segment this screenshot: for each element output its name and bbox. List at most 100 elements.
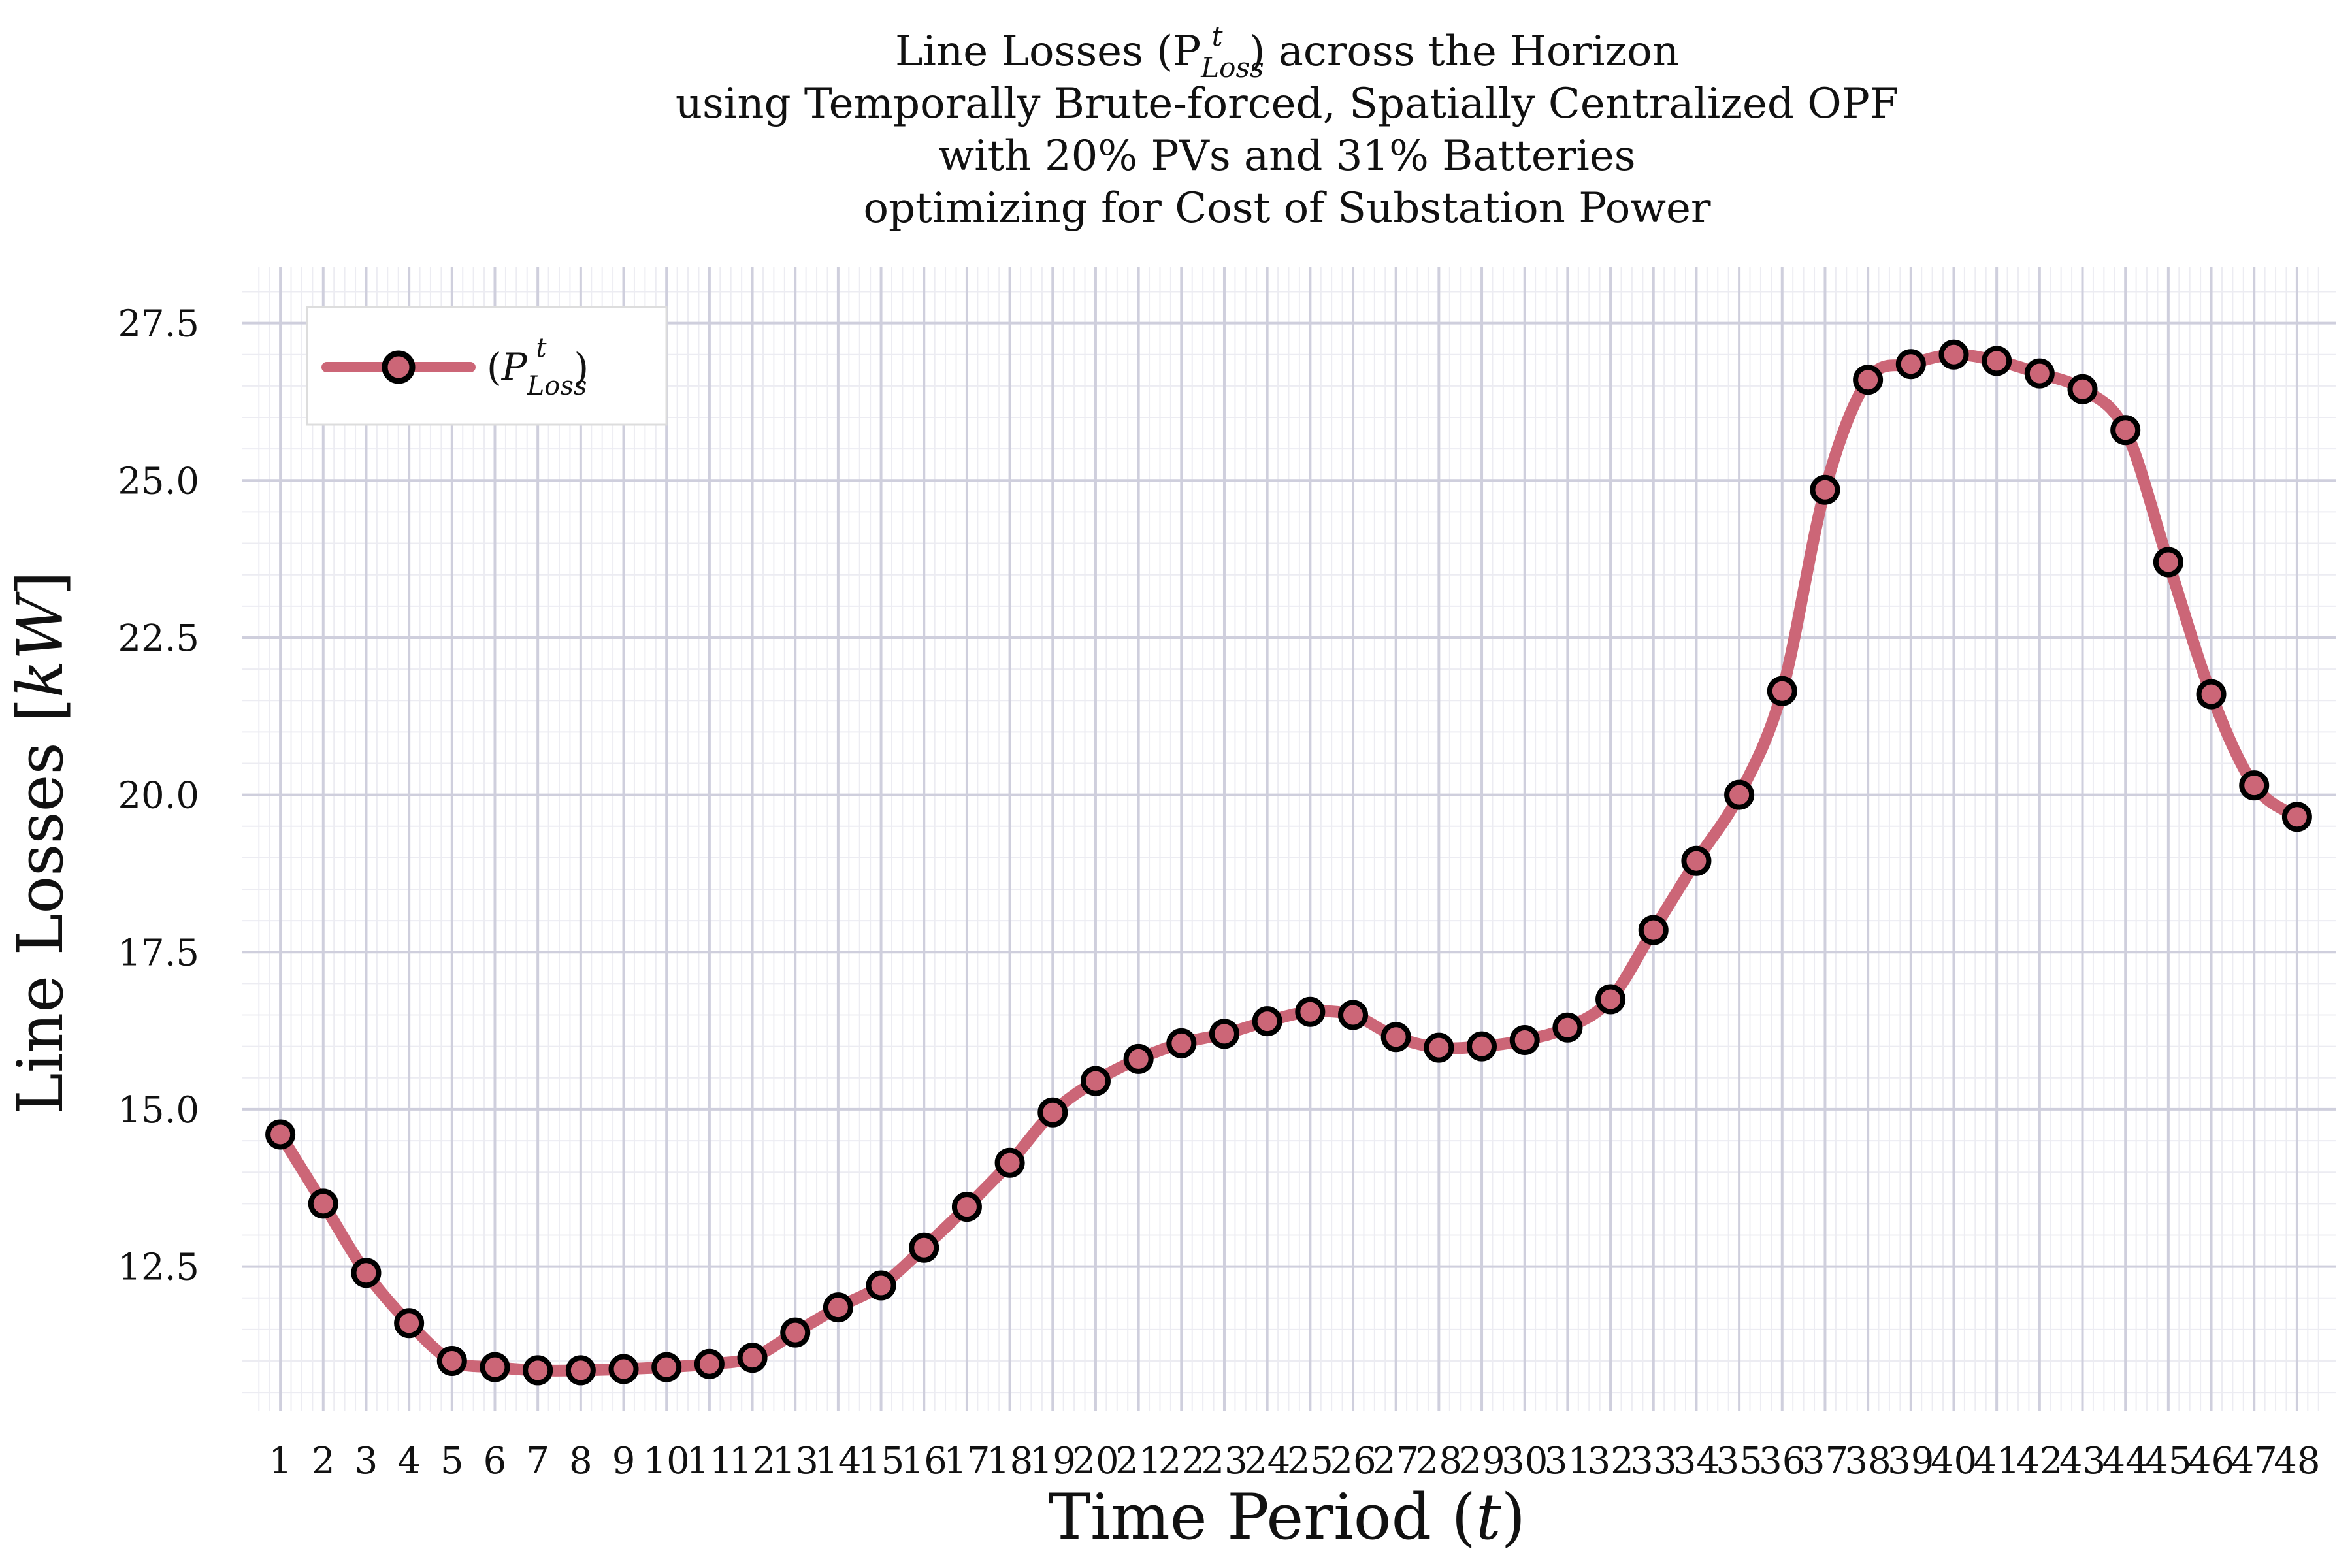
data-point: [1467, 1031, 1497, 1062]
data-point: [351, 1258, 382, 1288]
major-grid: [242, 267, 2336, 1411]
x-tick-label: 3: [355, 1440, 378, 1482]
x-tick-label: 42: [2016, 1440, 2063, 1482]
y-tick-label: 22.5: [118, 617, 199, 660]
x-tick-label: 24: [1244, 1440, 1290, 1482]
x-tick-label: 31: [1544, 1440, 1591, 1482]
data-point: [394, 1308, 425, 1339]
x-tick-label: 6: [483, 1440, 507, 1482]
data-point: [436, 1345, 467, 1376]
data-point: [1810, 474, 1840, 505]
data-point: [823, 1292, 853, 1323]
y-tick-label: 27.5: [118, 303, 199, 346]
x-tick-label: 5: [440, 1440, 464, 1482]
x-tick-label: 7: [526, 1440, 549, 1482]
title-line-2: using Temporally Brute-forced, Spatially…: [676, 80, 1899, 128]
x-tick-label: 16: [901, 1440, 947, 1482]
title-line-3: with 20% PVs and 31% Batteries: [938, 132, 1635, 180]
data-point: [2239, 770, 2270, 801]
data-point: [909, 1232, 939, 1263]
data-point: [480, 1352, 510, 1382]
data-point: [1166, 1028, 1197, 1058]
x-tick-label: 25: [1287, 1440, 1333, 1482]
x-tick-label: 45: [2145, 1440, 2191, 1482]
x-tick-label: 4: [397, 1440, 421, 1482]
x-tick-label: 19: [1030, 1440, 1076, 1482]
data-point: [651, 1352, 682, 1382]
data-point: [1552, 1012, 1583, 1043]
x-tick-label: 43: [2059, 1440, 2106, 1482]
data-point: [1380, 1022, 1411, 1053]
x-tick-label: 35: [1716, 1440, 1762, 1482]
x-tick-label: 44: [2102, 1440, 2149, 1482]
data-point: [308, 1188, 338, 1219]
data-point: [1209, 1019, 1239, 1049]
data-point: [1252, 1006, 1282, 1037]
data-point: [1509, 1025, 1540, 1056]
x-tick-label: 23: [1201, 1440, 1247, 1482]
data-point: [1424, 1032, 1454, 1063]
legend: (PLosst): [306, 306, 668, 426]
title-sup-symbol: t: [1212, 20, 1223, 52]
x-tick-label: 30: [1501, 1440, 1548, 1482]
title-line-4: optimizing for Cost of Substation Power: [864, 184, 1711, 233]
legend-marker-swatch: [382, 350, 416, 384]
x-tick-label: 40: [1931, 1440, 1977, 1482]
data-point: [1853, 365, 1884, 395]
x-tick-label: 13: [772, 1440, 819, 1482]
series-group: [265, 339, 2312, 1386]
y-tick-label: 12.5: [118, 1247, 199, 1289]
y-tick-label: 15.0: [118, 1089, 199, 1132]
x-tick-label: 48: [2274, 1440, 2320, 1482]
x-tick-label: 38: [1844, 1440, 1891, 1482]
data-point: [1338, 1000, 1369, 1030]
x-tick-label: 27: [1373, 1440, 1419, 1482]
data-point: [1724, 779, 1755, 810]
x-tick-label: 12: [729, 1440, 776, 1482]
data-point: [694, 1348, 725, 1379]
title-sub-symbol: Loss: [1200, 52, 1264, 84]
data-point: [2024, 358, 2055, 389]
data-point: [2153, 547, 2183, 578]
data-point: [1681, 845, 1712, 876]
data-point: [1938, 339, 1969, 370]
data-point: [1767, 676, 1797, 706]
x-tick-label: 36: [1759, 1440, 1805, 1482]
x-tick-label: 18: [987, 1440, 1033, 1482]
x-tick-label: 11: [686, 1440, 732, 1482]
x-tick-label: 20: [1072, 1440, 1119, 1482]
data-point: [1595, 984, 1626, 1015]
x-tick-label: 15: [858, 1440, 904, 1482]
y-axis-label: Line Losses [kW]: [4, 571, 77, 1115]
x-tick-label: 2: [312, 1440, 335, 1482]
data-point: [2196, 679, 2227, 710]
data-point: [1295, 996, 1326, 1027]
data-point: [2067, 374, 2098, 404]
data-point: [265, 1119, 296, 1150]
x-tick-label: 32: [1587, 1440, 1633, 1482]
minor-grid: [242, 267, 2336, 1411]
chart-title: Line Losses (PLosst) across the Horizon …: [676, 20, 1899, 233]
data-point: [951, 1192, 982, 1222]
x-tick-label: 47: [2231, 1440, 2278, 1482]
x-tick-labels: 1 2 3 4 5 6 7 8 9 1011121314151617181920212223242…: [269, 1440, 2320, 1482]
x-tick-label: 22: [1158, 1440, 1205, 1482]
data-point: [523, 1355, 553, 1386]
y-tick-label: 20.0: [118, 775, 199, 817]
x-tick-label: 33: [1630, 1440, 1676, 1482]
data-point: [1080, 1066, 1111, 1096]
y-tick-labels: 12.5 15.0 17.5 20.0 22.5 25.0 27.5: [118, 303, 199, 1289]
x-tick-label: 41: [1974, 1440, 2020, 1482]
data-point: [1895, 349, 1926, 380]
title-line-1: Line Losses (PLosst) across the Horizon: [895, 20, 1679, 84]
x-tick-label: 26: [1330, 1440, 1376, 1482]
x-tick-label: 8: [569, 1440, 593, 1482]
data-point: [994, 1147, 1025, 1178]
x-tick-label: 29: [1458, 1440, 1505, 1482]
y-tick-label: 17.5: [118, 932, 199, 974]
data-point: [737, 1343, 768, 1373]
x-tick-label: 1: [269, 1440, 292, 1482]
data-point: [866, 1270, 896, 1301]
x-tick-label: 17: [943, 1440, 990, 1482]
